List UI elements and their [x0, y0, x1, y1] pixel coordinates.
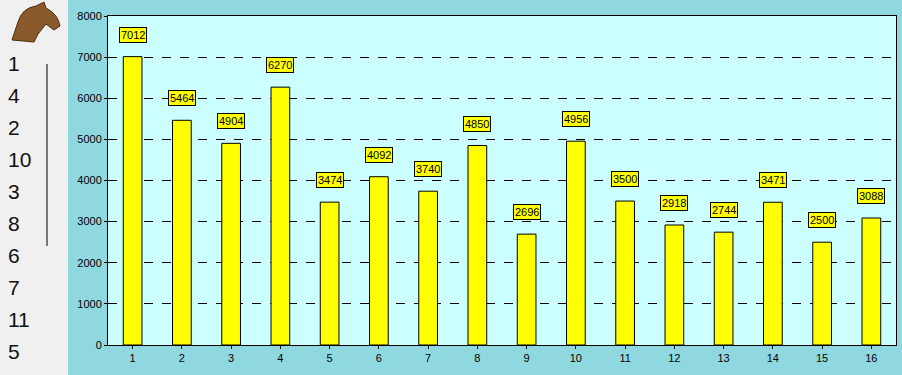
svg-text:5000: 5000: [77, 133, 101, 145]
html-text:6: 6: [8, 244, 20, 267]
svg-text:6270: 6270: [268, 59, 292, 71]
svg-text:4: 4: [277, 352, 283, 364]
html-text:7: 7: [8, 276, 20, 299]
svg-text:8000: 8000: [77, 10, 101, 22]
svg-text:2: 2: [179, 352, 185, 364]
svg-text:1000: 1000: [77, 298, 101, 310]
html-text:8: 8: [8, 212, 20, 235]
svg-text:4092: 4092: [367, 149, 391, 161]
html-text:2: 2: [8, 116, 20, 139]
svg-text:5: 5: [327, 352, 333, 364]
svg-text:15: 15: [816, 352, 828, 364]
svg-text:4904: 4904: [219, 115, 243, 127]
svg-text:5464: 5464: [170, 92, 194, 104]
svg-text:3474: 3474: [318, 174, 342, 186]
svg-text:7012: 7012: [121, 29, 145, 41]
svg-text:14: 14: [767, 352, 779, 364]
svg-text:7000: 7000: [77, 51, 101, 63]
svg-text:2696: 2696: [515, 206, 539, 218]
svg-text:1: 1: [130, 352, 136, 364]
html-text:1: 1: [8, 52, 20, 75]
svg-text:3088: 3088: [859, 190, 883, 202]
svg-text:4000: 4000: [77, 174, 101, 186]
svg-text:6: 6: [376, 352, 382, 364]
svg-text:8: 8: [474, 352, 480, 364]
html-text:4: 4: [8, 84, 20, 107]
html-text:11: 11: [8, 308, 30, 331]
svg-text:2744: 2744: [712, 204, 736, 216]
svg-text:0: 0: [96, 339, 102, 351]
svg-text:2000: 2000: [77, 257, 101, 269]
svg-text:3000: 3000: [77, 215, 101, 227]
svg-text:2500: 2500: [810, 214, 834, 226]
html-text:3: 3: [8, 180, 20, 203]
html-text:10: 10: [8, 148, 32, 171]
svg-text:3: 3: [228, 352, 234, 364]
svg-text:10: 10: [570, 352, 582, 364]
svg-text:2918: 2918: [662, 197, 686, 209]
svg-text:16: 16: [865, 352, 877, 364]
svg-text:11: 11: [619, 352, 630, 364]
svg-text:6000: 6000: [77, 92, 101, 104]
svg-text:13: 13: [718, 352, 730, 364]
svg-text:3740: 3740: [416, 163, 440, 175]
html-text:5: 5: [8, 340, 20, 363]
svg-text:3471: 3471: [761, 174, 785, 186]
svg-text:4850: 4850: [465, 118, 489, 130]
svg-text:4956: 4956: [564, 113, 588, 125]
svg-text:9: 9: [524, 352, 530, 364]
svg-text:12: 12: [668, 352, 680, 364]
svg-text:3500: 3500: [613, 173, 637, 185]
svg-text:7: 7: [425, 352, 431, 364]
